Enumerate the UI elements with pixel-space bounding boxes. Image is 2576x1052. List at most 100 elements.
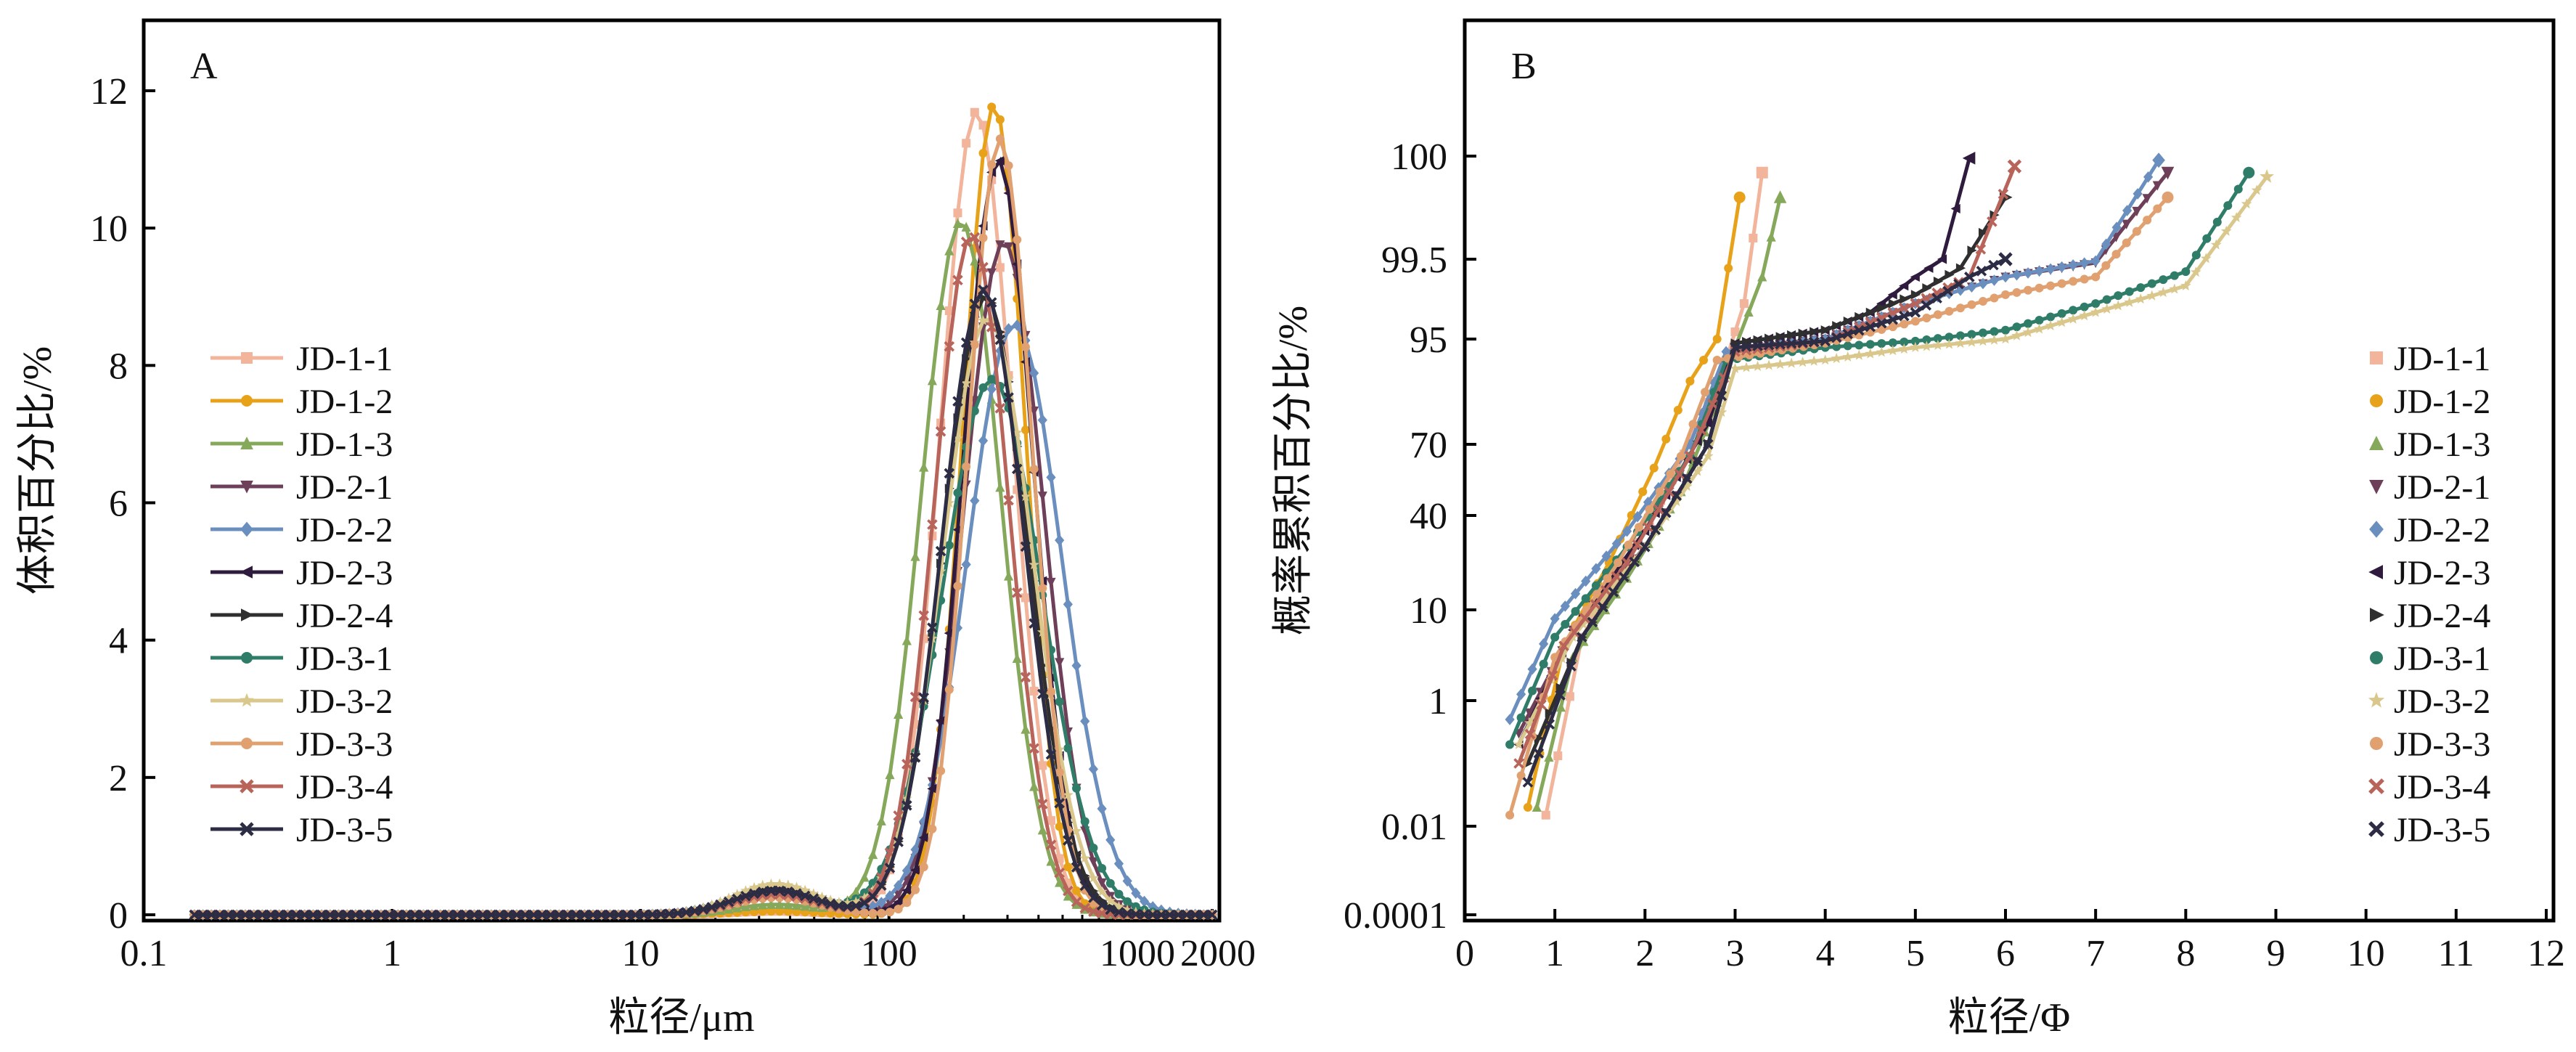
panel-a-point-jd-3-5 bbox=[757, 886, 768, 897]
panel-a-legend-marker-jd-3-1 bbox=[241, 652, 253, 664]
panel-b-point-jd-3-3 bbox=[2143, 216, 2152, 225]
panel-b-label: B bbox=[1511, 46, 1537, 87]
panel-a-point-jd-3-4 bbox=[1063, 885, 1074, 897]
panel-b-point-jd-3-1 bbox=[2069, 306, 2078, 315]
panel-a-point-jd-3-3 bbox=[953, 582, 962, 591]
panel-a-point-jd-1-3 bbox=[1029, 781, 1039, 791]
panel-a-point-jd-3-2 bbox=[1096, 886, 1108, 897]
panel-b-point-jd-3-3 bbox=[1677, 452, 1685, 461]
panel-a-point-jd-3-5 bbox=[502, 909, 514, 921]
panel-a-point-jd-3-3 bbox=[928, 824, 937, 833]
panel-a-point-jd-3-5 bbox=[451, 909, 463, 921]
panel-b-point-jd-3-3 bbox=[2153, 204, 2162, 213]
panel-a-point-jd-3-2 bbox=[1071, 825, 1082, 836]
panel-a-point-jd-3-4 bbox=[969, 232, 981, 243]
panel-a-point-jd-3-5 bbox=[1096, 900, 1108, 911]
panel-a-legend-marker-jd-3-2 bbox=[240, 693, 254, 707]
panel-a-point-jd-3-5 bbox=[884, 863, 896, 873]
panel-b-point-jd-2-4 bbox=[1922, 283, 1932, 293]
panel-a-point-jd-3-5 bbox=[596, 909, 607, 921]
panel-b-point-jd-3-3 bbox=[1614, 558, 1623, 567]
panel-b-point-jd-1-2 bbox=[1661, 434, 1671, 444]
panel-a-point-jd-3-5 bbox=[1003, 392, 1014, 403]
panel-b-point-jd-3-5 bbox=[1865, 321, 1876, 333]
panel-a-point-jd-1-3 bbox=[876, 815, 886, 825]
panel-a-point-jd-2-2 bbox=[901, 865, 912, 877]
panel-b-point-jd-3-2 bbox=[2079, 310, 2090, 321]
panel-a-point-jd-1-1 bbox=[1029, 686, 1039, 696]
panel-b-point-jd-3-5 bbox=[1522, 777, 1534, 788]
panel-b-point-jd-3-5 bbox=[1682, 473, 1693, 484]
panel-a-point-jd-1-3 bbox=[936, 300, 946, 310]
panel-b-legend-label-jd-3-3: JD-3-3 bbox=[2394, 725, 2490, 764]
panel-a-point-jd-3-5 bbox=[282, 909, 293, 921]
panel-a-point-jd-3-4 bbox=[1096, 908, 1108, 919]
panel-b-point-jd-3-1 bbox=[2159, 275, 2168, 285]
panel-b-series bbox=[1505, 152, 2274, 820]
panel-b-point-jd-2-2 bbox=[1611, 538, 1622, 550]
panel-a-legend-label-jd-1-3: JD-1-3 bbox=[296, 425, 393, 464]
panel-b-point-jd-1-2 bbox=[1699, 356, 1709, 364]
panel-a-point-jd-1-3 bbox=[783, 900, 793, 910]
panel-b-legend-label-jd-1-3: JD-1-3 bbox=[2394, 425, 2490, 464]
panel-b-point-jd-3-1 bbox=[1955, 331, 1965, 341]
panel-b-point-jd-3-2 bbox=[1577, 619, 1589, 629]
panel-a-point-jd-2-2 bbox=[1063, 598, 1073, 611]
panel-b-point-jd-3-2 bbox=[1820, 354, 1831, 365]
panel-a-point-jd-3-4 bbox=[960, 236, 972, 248]
panel-b-point-jd-3-1 bbox=[2223, 201, 2233, 211]
panel-a-point-jd-1-1 bbox=[962, 139, 971, 148]
panel-b-point-jd-3-2 bbox=[1608, 579, 1620, 590]
panel-a-point-jd-3-4 bbox=[994, 403, 1006, 414]
panel-b-point-jd-1-2 bbox=[1712, 335, 1722, 343]
panel-a-point-jd-1-3 bbox=[859, 872, 870, 882]
panel-a-point-jd-1-3 bbox=[1021, 724, 1031, 734]
panel-b-point-jd-3-5 bbox=[1692, 456, 1704, 467]
panel-b-legend-marker-jd-2-2 bbox=[2369, 521, 2384, 538]
panel-a-point-jd-3-5 bbox=[409, 909, 420, 921]
panel-a-legend-label-jd-1-1: JD-1-1 bbox=[296, 340, 393, 378]
panel-b-y-tick-label: 40 bbox=[1410, 496, 1447, 537]
panel-b-point-jd-1-2 bbox=[1638, 487, 1648, 497]
panel-b-point-jd-3-1 bbox=[1539, 659, 1548, 669]
panel-b-point-jd-3-5 bbox=[1619, 571, 1630, 583]
panel-a-point-jd-2-2 bbox=[885, 890, 895, 902]
panel-b-legend-label-jd-1-1: JD-1-1 bbox=[2394, 340, 2490, 378]
panel-b-point-jd-3-2 bbox=[1989, 334, 2000, 345]
panel-a-point-jd-3-3 bbox=[1038, 584, 1047, 593]
panel-a-point-jd-3-3 bbox=[868, 908, 878, 918]
panel-b-point-jd-2-2 bbox=[2011, 269, 2022, 281]
panel-b-point-jd-3-3 bbox=[1877, 325, 1886, 334]
panel-a-point-jd-3-5 bbox=[477, 909, 488, 921]
panel-b-y-ticks: 0.0001 0.01 1 10 40 70 95 99.5 100 bbox=[1344, 136, 1476, 937]
panel-b-x-tick-label: 0 bbox=[1455, 933, 1474, 974]
panel-b-point-jd-2-4 bbox=[1798, 328, 1808, 338]
panel-b-point-jd-2-2 bbox=[1539, 638, 1549, 650]
panel-a-point-jd-3-3 bbox=[978, 233, 988, 242]
panel-b-point-jd-3-3 bbox=[1603, 574, 1612, 583]
panel-a-point-jd-3-4 bbox=[952, 274, 963, 286]
panel-a-point-jd-2-3 bbox=[952, 525, 962, 535]
panel-b-point-jd-3-4 bbox=[1664, 486, 1675, 497]
panel-a-point-jd-3-5 bbox=[638, 909, 650, 921]
panel-b-point-jd-3-5 bbox=[1953, 278, 1964, 290]
panel-b-point-jd-3-2 bbox=[2011, 330, 2022, 341]
panel-a-legend-label-jd-3-3: JD-3-3 bbox=[296, 725, 393, 764]
panel-a-point-jd-1-3 bbox=[851, 886, 861, 897]
panel-a-point-jd-3-2 bbox=[782, 879, 794, 890]
panel-b-point-jd-3-2 bbox=[2169, 283, 2180, 294]
panel-b-point-jd-3-5 bbox=[1741, 341, 1752, 352]
panel-b-point-jd-3-4 bbox=[1590, 599, 1601, 610]
panel-b-point-jd-3-2 bbox=[1977, 335, 1989, 346]
panel-a-point-jd-3-5 bbox=[189, 909, 200, 921]
panel-a-y-tick-label: 12 bbox=[90, 71, 128, 113]
panel-a-point-jd-2-2 bbox=[1122, 875, 1132, 887]
panel-a-point-jd-1-2 bbox=[995, 115, 1005, 124]
panel-a-point-jd-2-3 bbox=[994, 155, 1005, 166]
panel-b-x-tick-label: 4 bbox=[1816, 933, 1835, 974]
panel-b-point-jd-2-2 bbox=[1516, 688, 1526, 701]
panel-b-point-jd-3-2 bbox=[1730, 362, 1741, 373]
panel-a-point-jd-3-2 bbox=[833, 897, 845, 908]
panel-a-point-jd-3-5 bbox=[808, 893, 819, 904]
panel-b-point-jd-3-1 bbox=[1910, 336, 1920, 346]
